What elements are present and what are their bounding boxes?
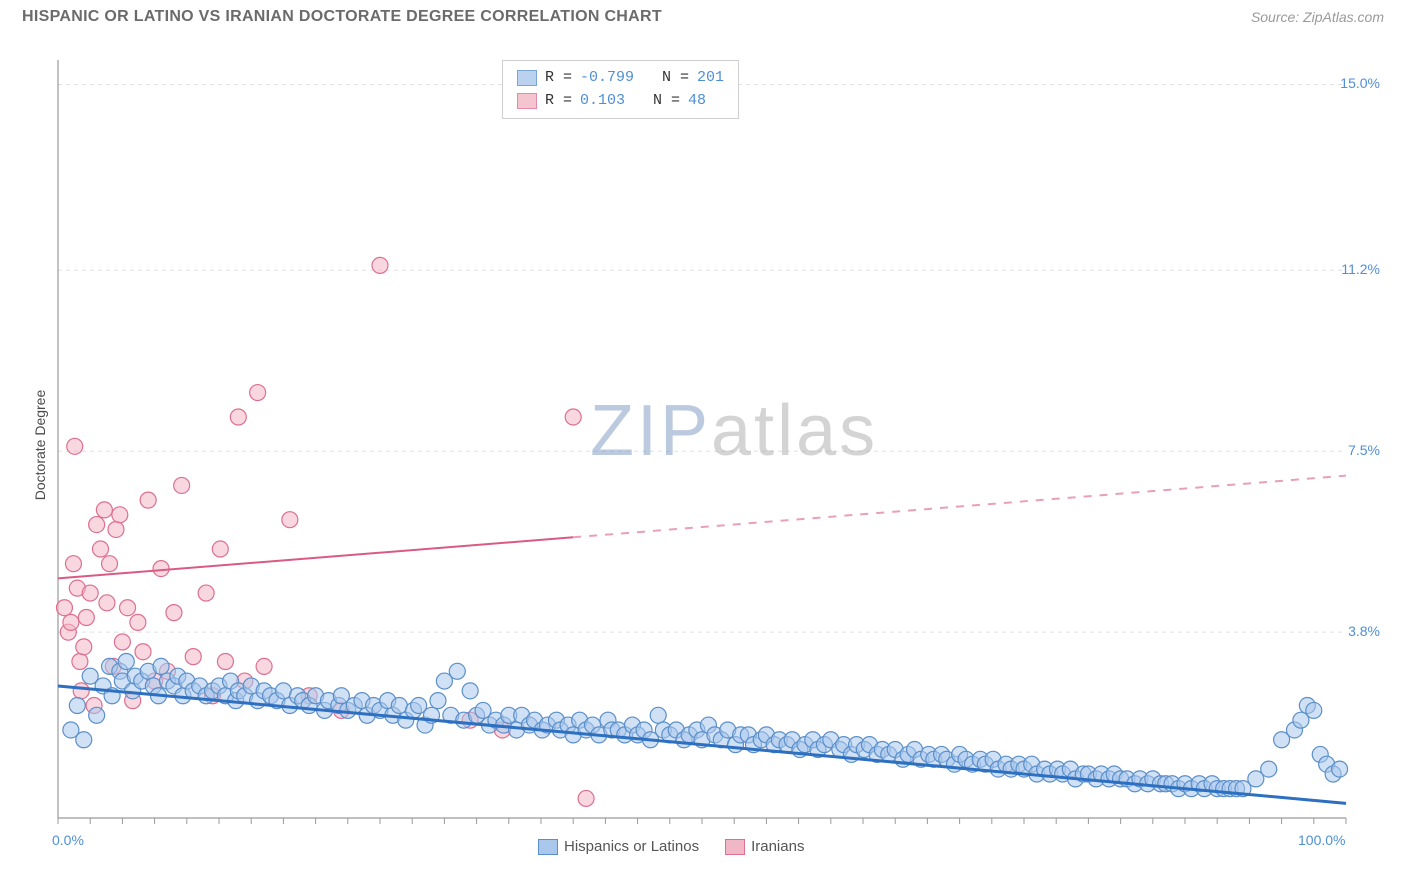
stats-row-iranian: R = 0.103 N = 48	[517, 90, 724, 113]
n-label: N =	[662, 67, 689, 90]
legend-label-hispanic: Hispanics or Latinos	[564, 838, 699, 855]
n-value-hispanic: 201	[697, 67, 724, 90]
swatch-iranian-icon	[517, 93, 537, 109]
n-value-iranian: 48	[688, 90, 706, 113]
stats-row-hispanic: R = -0.799 N = 201	[517, 67, 724, 90]
y-axis-label: Doctorate Degree	[32, 390, 48, 501]
legend-swatch-hispanic-icon	[538, 839, 558, 855]
r-value-hispanic: -0.799	[580, 67, 634, 90]
x-tick-label: 100.0%	[1298, 832, 1345, 848]
y-tick-label: 15.0%	[1340, 75, 1380, 91]
legend-item-hispanic: Hispanics or Latinos	[538, 838, 699, 855]
y-tick-label: 3.8%	[1348, 623, 1380, 639]
header-row: HISPANIC OR LATINO VS IRANIAN DOCTORATE …	[0, 0, 1406, 26]
stats-legend-box: R = -0.799 N = 201 R = 0.103 N = 48	[502, 60, 739, 119]
source-attribution: Source: ZipAtlas.com	[1251, 9, 1384, 25]
legend-swatch-iranian-icon	[725, 839, 745, 855]
r-label-2: R =	[545, 90, 572, 113]
r-value-iranian: 0.103	[580, 90, 625, 113]
y-tick-label: 11.2%	[1341, 261, 1380, 277]
n-label-2: N =	[653, 90, 680, 113]
chart-title: HISPANIC OR LATINO VS IRANIAN DOCTORATE …	[22, 8, 662, 26]
x-tick-label: 0.0%	[52, 832, 84, 848]
r-label: R =	[545, 67, 572, 90]
legend-item-iranian: Iranians	[725, 838, 804, 855]
chart-container: Doctorate Degree ZIPatlas R = -0.799 N =…	[50, 60, 1380, 830]
swatch-hispanic-icon	[517, 70, 537, 86]
bottom-legend: Hispanics or Latinos Iranians	[538, 838, 804, 855]
scatter-plot	[50, 60, 1380, 880]
legend-label-iranian: Iranians	[751, 838, 804, 855]
y-tick-label: 7.5%	[1348, 442, 1380, 458]
